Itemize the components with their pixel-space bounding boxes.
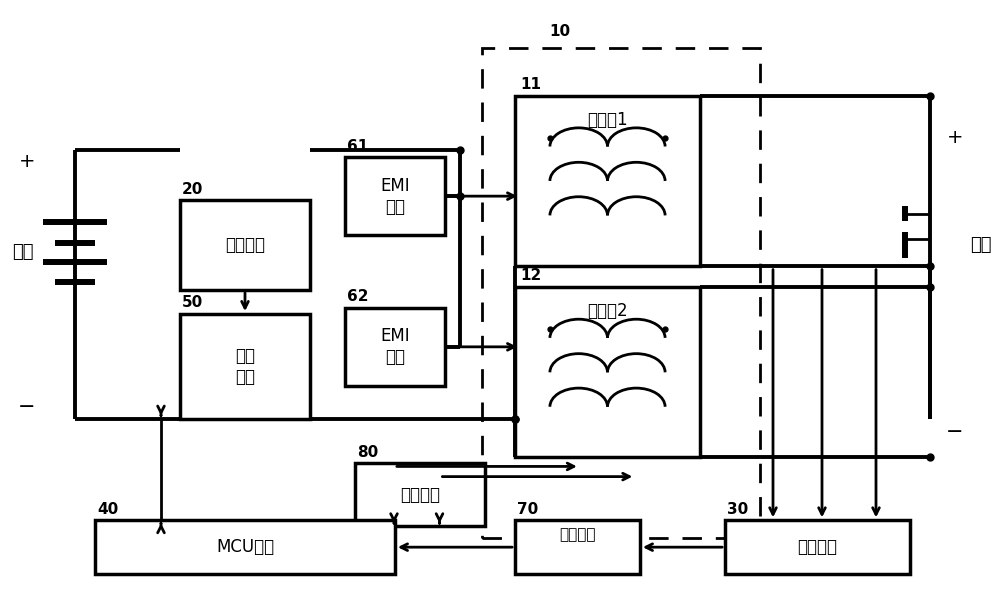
Text: 12: 12	[520, 269, 541, 283]
Text: 30: 30	[727, 502, 748, 517]
Text: 11: 11	[520, 77, 541, 92]
Text: 10: 10	[549, 24, 570, 39]
Text: 隔离传输: 隔离传输	[559, 527, 596, 542]
Bar	[180, 314, 310, 419]
Text: 70: 70	[517, 502, 538, 517]
Text: 40: 40	[97, 502, 118, 517]
Text: 62: 62	[347, 289, 368, 304]
Bar	[515, 96, 700, 266]
Text: EMI
滤波: EMI 滤波	[380, 177, 410, 215]
Text: −: −	[18, 396, 36, 417]
Bar	[180, 200, 310, 290]
Bar	[355, 463, 485, 526]
Text: −: −	[946, 422, 964, 441]
Text: 80: 80	[357, 445, 378, 460]
Text: 通断
控制: 通断 控制	[235, 347, 255, 386]
Bar	[515, 287, 700, 457]
Bar	[725, 520, 910, 574]
Text: 驱动电路: 驱动电路	[400, 486, 440, 504]
Text: +: +	[19, 152, 35, 171]
Bar	[345, 157, 445, 235]
Text: 变换器1: 变换器1	[587, 111, 628, 129]
Text: 电流检测: 电流检测	[225, 236, 265, 254]
Bar	[345, 308, 445, 386]
Text: 20: 20	[182, 182, 203, 197]
Text: 变换器2: 变换器2	[587, 302, 628, 320]
Bar	[95, 520, 395, 574]
Text: +: +	[947, 127, 963, 147]
Text: 采样调理: 采样调理	[798, 538, 838, 556]
Text: 输出: 输出	[970, 236, 992, 254]
Text: MCU控制: MCU控制	[216, 538, 274, 556]
Text: EMI
滤波: EMI 滤波	[380, 328, 410, 366]
Text: 50: 50	[182, 295, 203, 310]
Text: 输入: 输入	[12, 243, 34, 261]
Text: 61: 61	[347, 139, 368, 154]
Bar	[482, 48, 760, 538]
Bar	[515, 520, 640, 574]
